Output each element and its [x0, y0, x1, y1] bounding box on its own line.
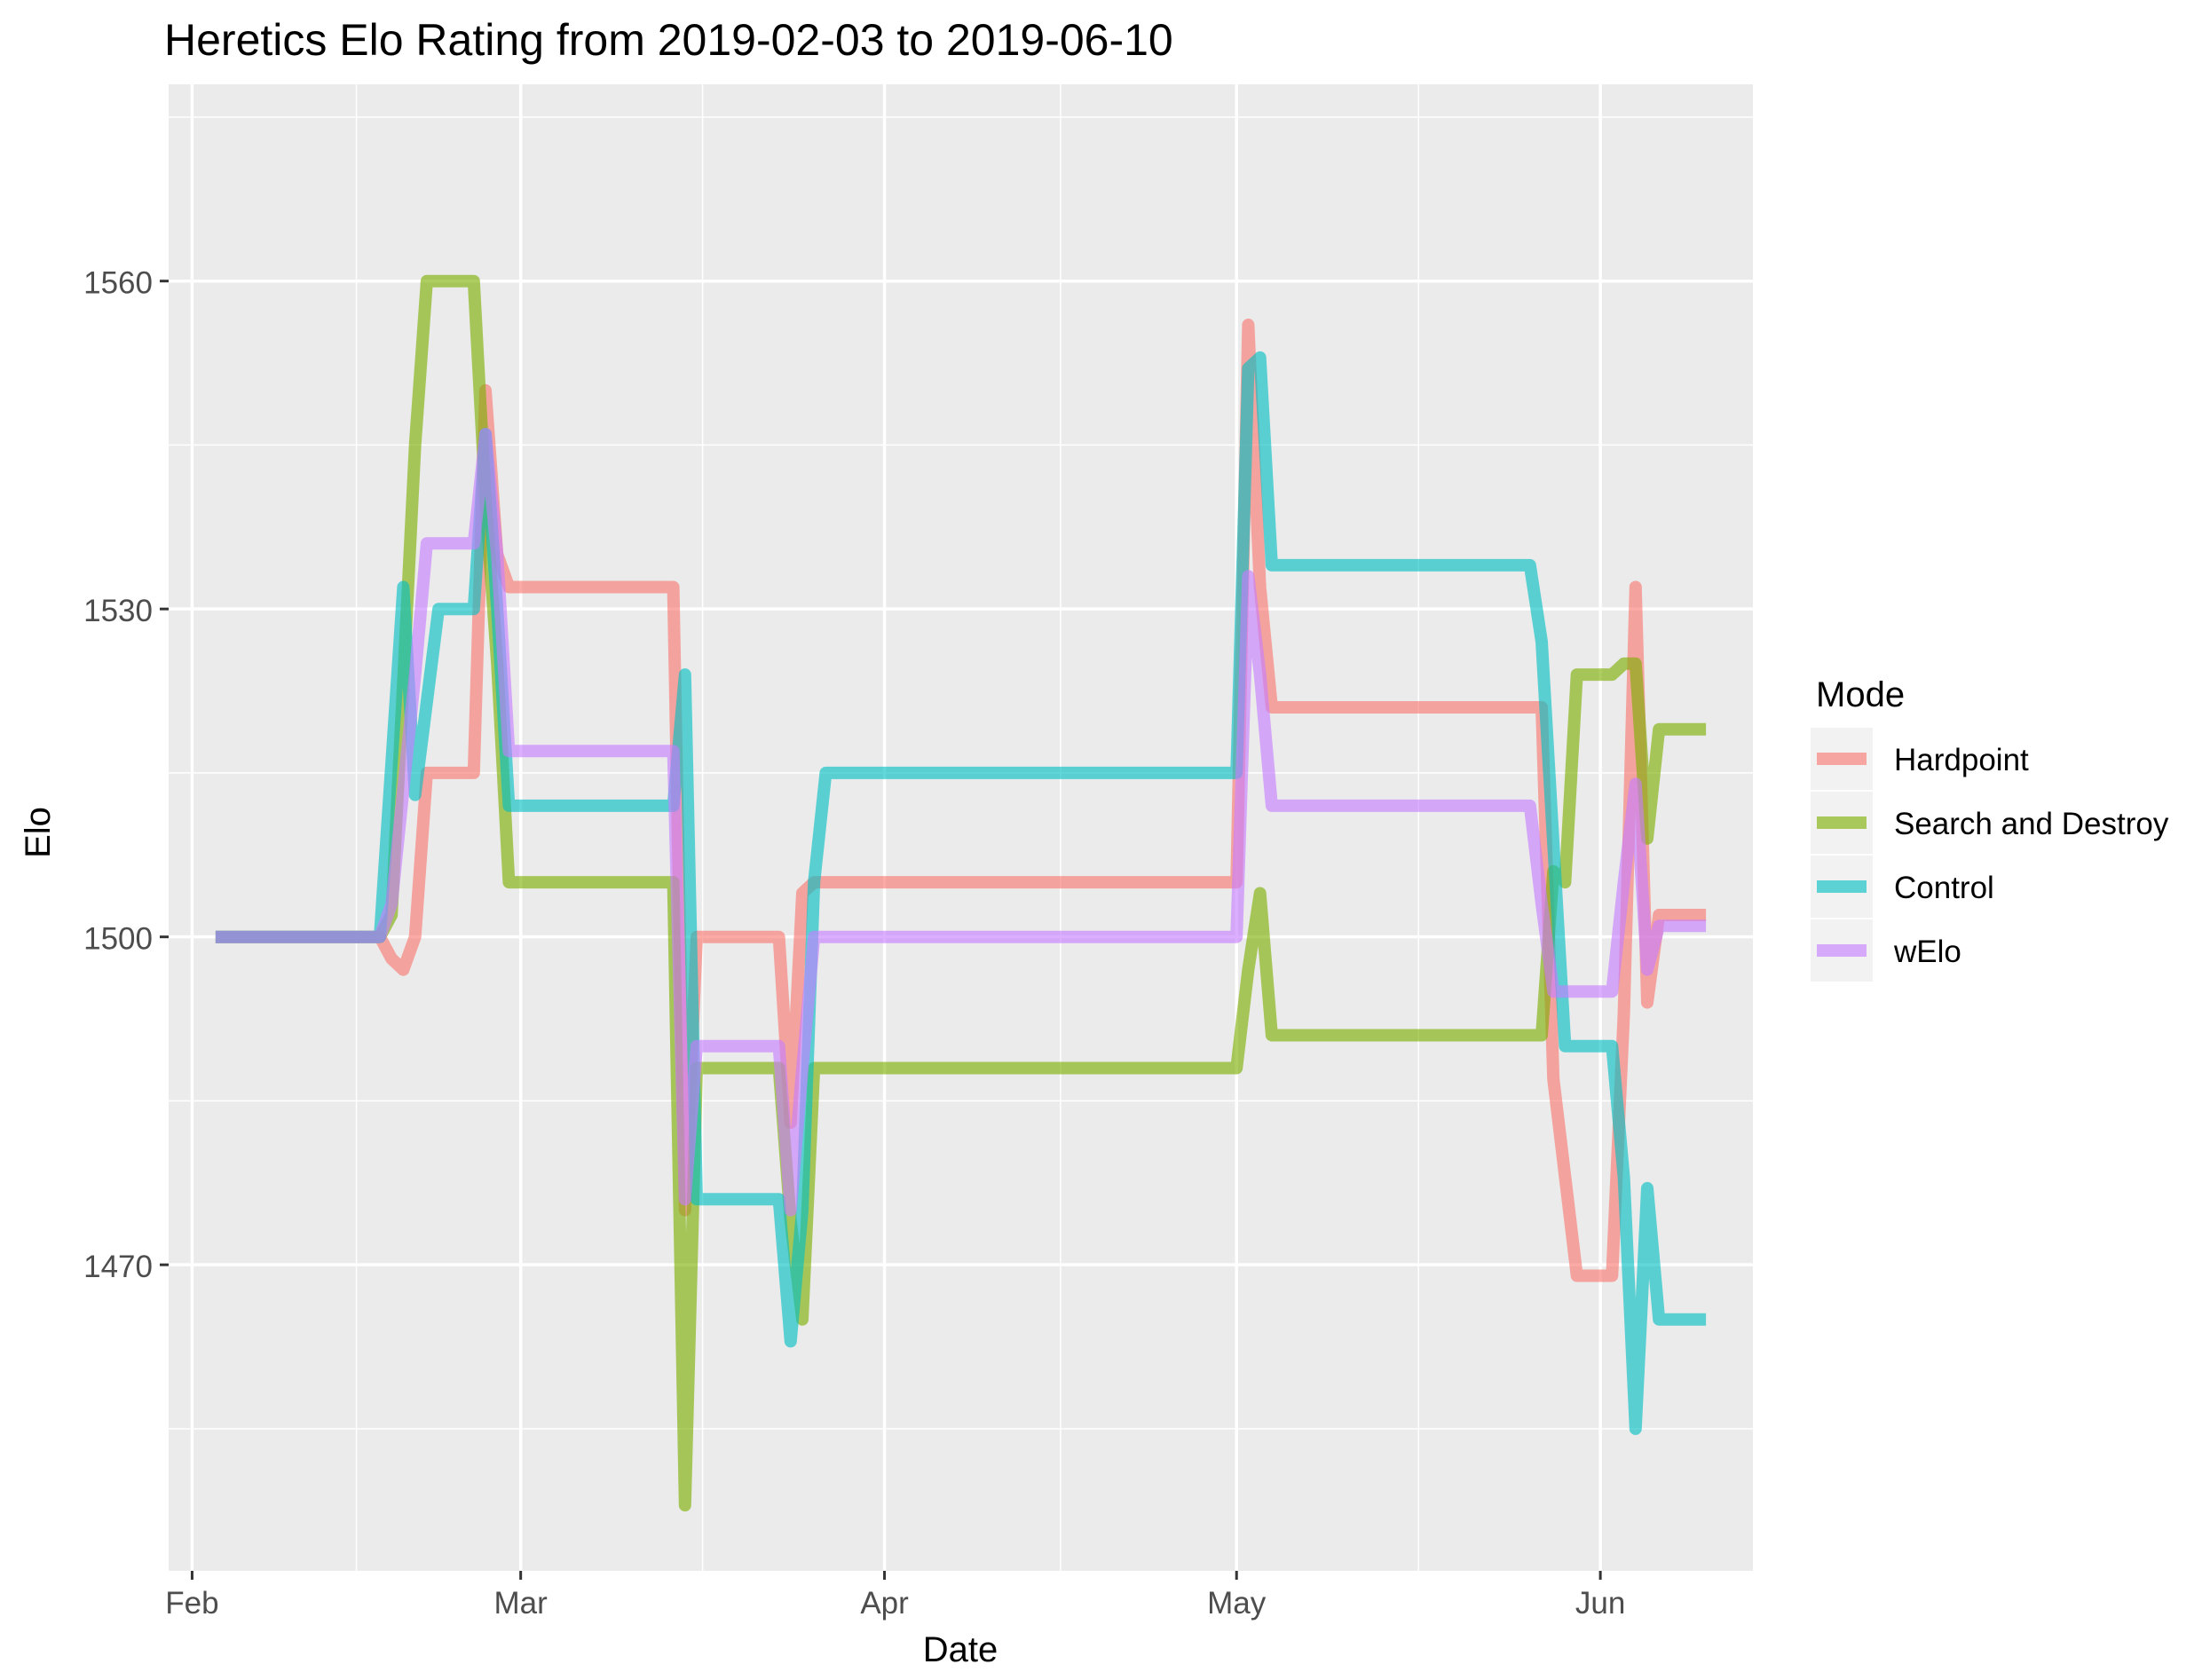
series-line-hardpoint [215, 319, 1707, 1282]
x-tick-label: Feb [165, 1586, 218, 1621]
y-axis: 1470 1500 1530 1560 [83, 266, 169, 1284]
x-tick-label: Mar [494, 1586, 549, 1621]
legend: Mode Hardpoint Search and Destroy Control w… [1811, 675, 2169, 982]
y-tick-label: 1560 [83, 266, 153, 301]
plot-panel [169, 84, 1753, 1571]
y-tick-label: 1530 [83, 594, 153, 628]
y-tick-label: 1500 [83, 922, 153, 957]
chart-title: Heretics Elo Rating from 2019-02-03 to 2… [164, 15, 1173, 65]
x-axis: Feb Mar Apr May Jun [165, 1571, 1625, 1621]
legend-label-search-and-destroy: Search and Destroy [1894, 807, 2169, 841]
x-axis-label: Date [923, 1630, 998, 1669]
legend-label-welo: wElo [1893, 935, 1961, 969]
legend-label-hardpoint: Hardpoint [1894, 743, 2029, 777]
legend-title: Mode [1816, 675, 1905, 714]
x-tick-label: Jun [1575, 1586, 1625, 1621]
x-tick-label: Apr [860, 1586, 909, 1621]
y-axis-label: Elo [19, 807, 58, 858]
y-tick-label: 1470 [83, 1250, 153, 1284]
legend-label-control: Control [1894, 871, 1994, 905]
series-line-welo [215, 428, 1707, 1217]
x-tick-label: May [1207, 1586, 1267, 1621]
series-lines [215, 274, 1707, 1512]
